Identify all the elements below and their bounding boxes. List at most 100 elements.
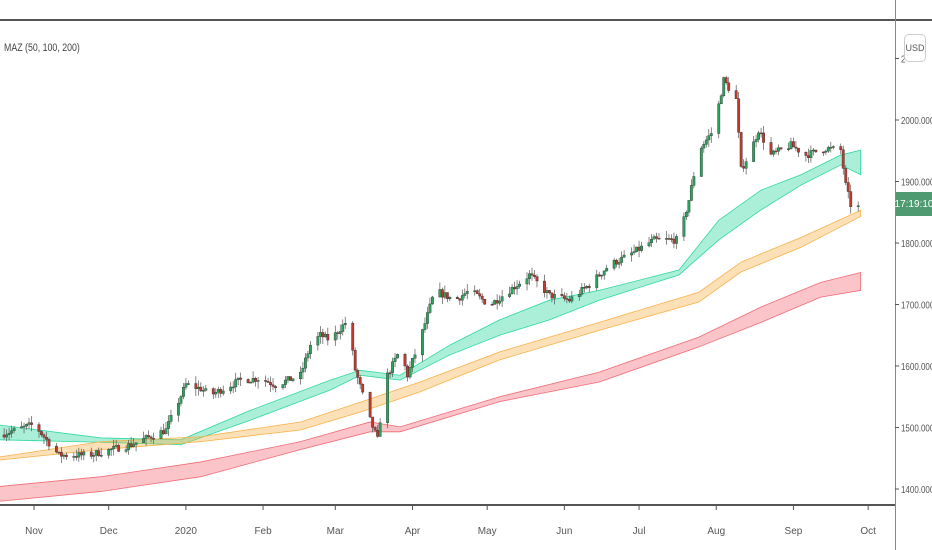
candle-body [299, 371, 302, 380]
candle-body [281, 384, 285, 389]
candle-body [358, 377, 362, 385]
currency-button[interactable]: USD [904, 34, 926, 62]
candle-body [600, 274, 604, 277]
candle-body [615, 259, 619, 265]
candle-body [127, 443, 131, 450]
candle-body [754, 139, 758, 143]
candle-body [62, 454, 66, 457]
candle-body [769, 142, 773, 155]
candle-body [107, 449, 111, 456]
candle-body [687, 200, 691, 213]
candle-body [440, 289, 444, 298]
candle-body [216, 389, 220, 393]
candle-body [356, 369, 360, 378]
candle-body [717, 103, 721, 134]
candle-body [622, 254, 626, 258]
candle-body [177, 403, 180, 416]
candle-body [264, 380, 267, 382]
candle-body [179, 396, 183, 404]
candle-body [709, 133, 713, 136]
candle-body [727, 82, 731, 91]
candle-body [249, 381, 253, 384]
candle-body [490, 304, 494, 306]
candle-body [675, 236, 678, 244]
time-tick-label: Dec [100, 526, 118, 537]
candle-body [473, 290, 477, 292]
candle-body [719, 95, 723, 105]
candle-body [650, 238, 653, 243]
candle-body [269, 382, 272, 386]
candle-body [585, 286, 589, 289]
time-tick-label: Jul [633, 526, 646, 537]
candle-body [406, 365, 409, 378]
candle-body [291, 378, 295, 381]
candle-body [186, 383, 190, 385]
candle-body [742, 166, 746, 169]
candle-body [652, 236, 656, 240]
candle-body [129, 443, 133, 447]
candle-body [483, 299, 487, 305]
candle-body [361, 383, 365, 393]
candle-body [266, 380, 270, 383]
candle-body [605, 268, 609, 272]
candle-body [343, 322, 347, 325]
candle-body [59, 451, 63, 457]
candle-body [109, 448, 113, 451]
candle-body [493, 300, 497, 305]
candle-body [149, 436, 153, 439]
candle-body [159, 430, 163, 439]
candle-body [338, 331, 342, 334]
candle-body [333, 332, 337, 341]
candle-body [553, 294, 556, 299]
candle-body [438, 289, 442, 298]
ma-band-2 [0, 209, 862, 461]
candle-body [318, 332, 322, 337]
candle-body [762, 132, 765, 143]
candle-body [545, 290, 549, 293]
candle-body [699, 147, 703, 177]
candle-body [22, 425, 26, 428]
candle-body [460, 295, 464, 301]
candle-body [396, 354, 399, 359]
candle-body [393, 357, 397, 362]
candle-body [565, 298, 569, 300]
candle-body [841, 149, 845, 169]
candle-body [376, 430, 380, 437]
candle-body [411, 358, 414, 368]
candle-body [794, 146, 798, 149]
candle-body [428, 303, 432, 313]
candle-body [821, 151, 825, 154]
candle-body [550, 292, 554, 299]
candle-body [57, 451, 61, 454]
candle-body [722, 77, 726, 96]
candle-body [525, 278, 529, 285]
candle-body [144, 435, 148, 439]
candle-body [577, 294, 581, 297]
candle-body [595, 274, 599, 288]
candle-body [856, 205, 860, 207]
indicator-legend[interactable]: MAZ (50, 100, 200) [4, 42, 80, 54]
candle-body [403, 354, 407, 367]
candle-body [513, 287, 516, 290]
candle-body [234, 379, 238, 388]
candle-body [443, 292, 447, 298]
candle-body [341, 324, 345, 332]
candle-body [308, 344, 312, 354]
candle-body [142, 438, 145, 443]
candle-body [147, 435, 150, 438]
candle-body [779, 147, 783, 150]
candle-body [284, 379, 287, 385]
time-tick-label: Feb [254, 526, 272, 537]
candle-body [582, 287, 586, 289]
candle-body [655, 236, 658, 239]
candle-body [617, 262, 621, 265]
top-border [0, 19, 932, 21]
candle-body [839, 146, 843, 150]
candle-body [849, 191, 853, 207]
candle-body [635, 246, 638, 252]
candle-body [831, 146, 835, 148]
candle-body [94, 450, 98, 456]
candle-body [164, 428, 168, 435]
time-tick-label: Apr [405, 526, 421, 537]
